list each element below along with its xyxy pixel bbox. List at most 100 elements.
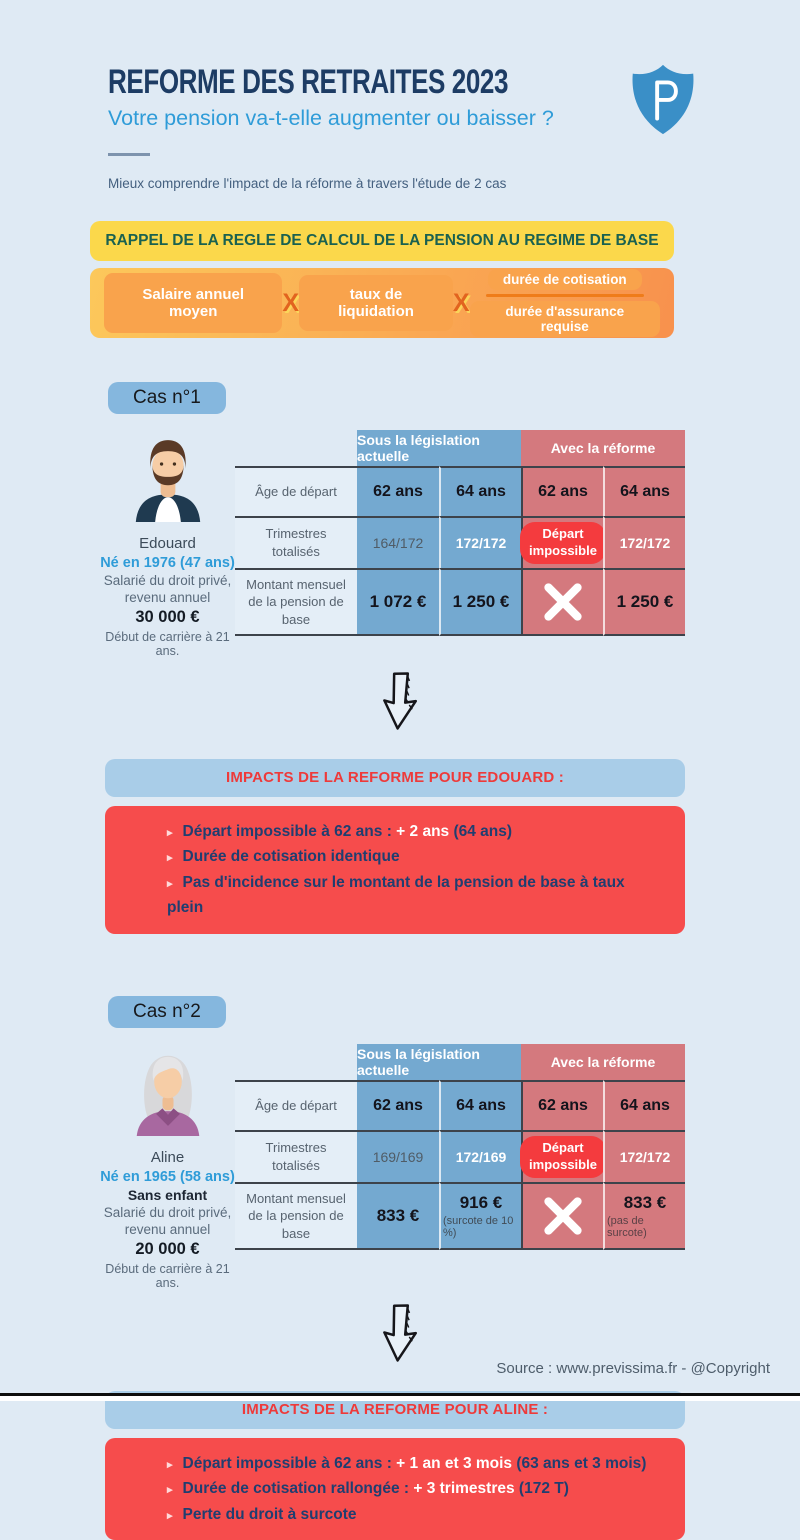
person-status: Salarié du droit privé, (103, 1204, 232, 1220)
multiply-icon: X (282, 288, 300, 317)
table-cell: 64 ans (603, 466, 685, 516)
table-cell: 62 ans (357, 466, 439, 516)
triangle-bullet-icon: ▸ (167, 826, 173, 839)
triangle-bullet-icon: ▸ (167, 1458, 173, 1471)
case1-impacts-box: ▸ Départ impossible à 62 ans : + 2 ans (6… (105, 805, 685, 934)
row-label: Trimestres totalisés (235, 516, 357, 568)
table-corner (235, 430, 357, 466)
formula-term-rate: taux de liquidation (299, 275, 453, 331)
table-cell: 1 250 € (603, 567, 685, 637)
table-cell: 164/172 (357, 516, 439, 568)
fraction-numerator: durée de cotisation (487, 269, 642, 290)
person-birth: Né en 1965 (58 ans) (100, 1168, 235, 1185)
table-cell: 62 ans (521, 466, 603, 516)
cross-icon (544, 583, 582, 621)
person-status: revenu annuel (124, 590, 211, 605)
table-cell: 916 € (surcote de 10 %) (439, 1181, 521, 1251)
cell-subtext: (surcote de 10 %) (443, 1215, 514, 1240)
row-label: Montant mensuel de la pension de base (235, 567, 357, 637)
table-cell: 64 ans (439, 466, 521, 516)
person-career: Début de carrière à 21 ans. (105, 630, 230, 658)
case2-label: Cas n°2 (108, 995, 226, 1028)
person-status: revenu annuel (124, 1221, 211, 1237)
person-name: Edouard (139, 535, 196, 552)
previssima-logo (624, 60, 702, 140)
edouard-avatar (135, 440, 200, 522)
impact-item: ▸ Départ impossible à 62 ans : + 1 an et … (167, 1454, 647, 1472)
table-cell: 833 € (pas de surcote) (603, 1181, 685, 1251)
shield-icon (632, 64, 694, 135)
table-cell: 172/172 (603, 516, 685, 568)
table-cell: 169/169 (357, 1129, 439, 1182)
table-cell: 172/169 (439, 1129, 521, 1182)
person-income: 30 000 € (135, 608, 200, 626)
row-label: Montant mensuel de la pension de base (235, 1181, 357, 1251)
case1-person: Edouard Né en 1976 (47 ans) Salarié du d… (100, 430, 235, 658)
table-cell: 172/172 (439, 516, 521, 568)
impact-item: ▸ Perte du droit à surcote (167, 1505, 357, 1523)
person-status: Salarié du droit privé, (103, 573, 232, 588)
cell-subtext: (pas de surcote) (607, 1215, 647, 1240)
case1-label: Cas n°1 (108, 382, 226, 414)
triangle-bullet-icon: ▸ (167, 1509, 173, 1522)
table-cell: 64 ans (603, 1079, 685, 1130)
page-title: REFORME DES RETRAITES 2023 (108, 62, 509, 101)
row-label: Trimestres totalisés (235, 1129, 357, 1182)
impacts-title: IMPACTS DE LA REFORME POUR EDOUARD : (225, 769, 565, 787)
case2-body: Aline Né en 1965 (58 ans) Sans enfant Sa… (100, 1043, 800, 1290)
impact-item: ▸ Départ impossible à 62 ans : + 2 ans (6… (167, 822, 513, 840)
impacts-title: IMPACTS DE LA REFORME POUR ALINE : (241, 1401, 549, 1419)
impact-item: ▸ Pas d'incidence sur le montant de la pe… (167, 873, 625, 917)
header-reform: Avec la réforme (521, 1043, 685, 1080)
depart-impossible-badge: Départ impossible (520, 1135, 606, 1178)
table-cell: 1 250 € (439, 567, 521, 637)
header: REFORME DES RETRAITES 2023 Votre pension… (108, 0, 800, 191)
rule-banner-text: RAPPEL DE LA REGLE DE CALCUL DE LA PENSI… (105, 232, 659, 249)
table-corner (235, 1044, 357, 1080)
case1-table: Sous la législation actuelle Avec la réf… (235, 430, 685, 658)
bottom-border (0, 1393, 800, 1396)
multiply-icon: X (452, 288, 470, 317)
case1-impacts-banner: IMPACTS DE LA REFORME POUR EDOUARD : (105, 758, 685, 797)
case2-person: Aline Né en 1965 (58 ans) Sans enfant Sa… (100, 1044, 235, 1290)
table-cell: 1 072 € (357, 567, 439, 637)
header-current: Sous la législation actuelle (357, 1043, 521, 1080)
table-cell (521, 567, 603, 637)
triangle-bullet-icon: ▸ (167, 852, 173, 865)
bottom-strip (0, 1396, 800, 1401)
case2-table: Sous la législation actuelle Avec la réf… (235, 1043, 685, 1290)
rule-banner: RAPPEL DE LA REGLE DE CALCUL DE LA PENSI… (90, 221, 674, 261)
down-arrow-icon (377, 671, 423, 739)
person-career: Début de carrière à 21 ans. (105, 1261, 230, 1290)
case2-impacts-box: ▸ Départ impossible à 62 ans : + 1 an et … (105, 1437, 685, 1540)
triangle-bullet-icon: ▸ (167, 1484, 173, 1497)
row-label: Âge de départ (235, 1079, 357, 1130)
formula-fraction: durée de cotisation durée d'assurance re… (469, 269, 660, 337)
down-arrow-icon (377, 1303, 423, 1371)
impact-item: ▸ Durée de cotisation rallongée : + 3 tri… (167, 1480, 569, 1498)
source-text: Source : www.previssima.fr - @Copyright (496, 1360, 770, 1377)
header-current: Sous la législation actuelle (357, 430, 521, 466)
divider (108, 153, 150, 156)
impact-item: ▸ Durée de cotisation identique (167, 848, 400, 866)
cross-icon (544, 1197, 582, 1235)
person-birth: Né en 1976 (47 ans) (100, 555, 235, 571)
fraction-line (485, 294, 644, 297)
fraction-denominator: durée d'assurance requise (469, 301, 660, 337)
table-cell: Départ impossible (520, 1129, 606, 1182)
table-cell: 64 ans (439, 1079, 521, 1130)
triangle-bullet-icon: ▸ (167, 877, 173, 890)
table-cell: Départ impossible (520, 516, 606, 568)
depart-impossible-badge: Départ impossible (520, 522, 606, 564)
table-cell (521, 1181, 603, 1251)
table-cell: 62 ans (521, 1079, 603, 1130)
row-label: Âge de départ (235, 466, 357, 516)
table-cell: 172/172 (603, 1129, 685, 1182)
page-subtitle: Votre pension va-t-elle augmenter ou bai… (108, 106, 554, 130)
person-name: Aline (150, 1148, 185, 1166)
table-cell: 62 ans (357, 1079, 439, 1130)
person-income: 20 000 € (135, 1239, 200, 1258)
formula-box: Salaire annuel moyen X taux de liquidati… (90, 268, 674, 338)
aline-avatar (136, 1055, 199, 1136)
person-extra: Sans enfant (127, 1186, 208, 1203)
